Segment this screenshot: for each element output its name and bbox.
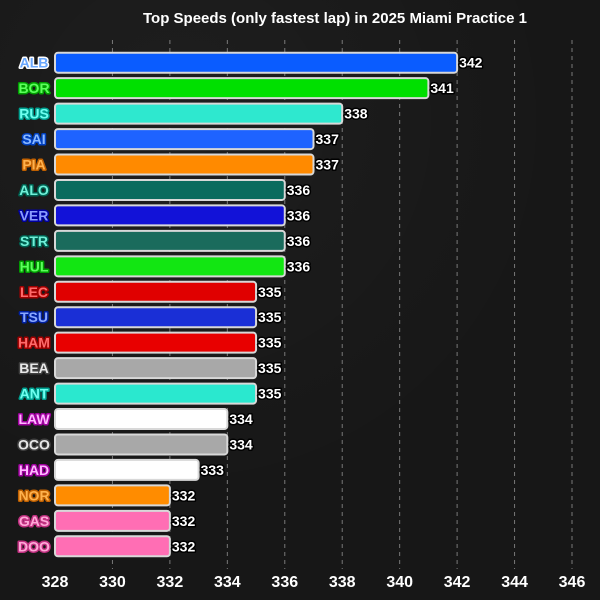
value-label: 332 <box>172 513 196 529</box>
category-label: VER <box>20 207 49 223</box>
value-label: 332 <box>172 487 196 503</box>
value-label: 335 <box>258 309 282 325</box>
category-label: HUL <box>20 258 49 274</box>
bar <box>54 382 258 405</box>
bar <box>54 509 171 532</box>
category-label: DOO <box>18 538 50 554</box>
value-label: 337 <box>316 131 340 147</box>
category-label: TSU <box>20 309 48 325</box>
value-label: 341 <box>430 80 454 96</box>
bar <box>54 280 258 303</box>
bar <box>54 306 258 329</box>
category-label: ALB <box>20 55 49 71</box>
category-label: HAM <box>18 335 50 351</box>
bar <box>54 102 344 125</box>
bars: ALB 342 BOR 341 RUS 338 SAI 337 PIA 337 ALO 336 VER 3… <box>17 51 484 558</box>
x-axis-ticks: 328 330 332 334 336 338 340 342 344 346 <box>42 574 586 591</box>
x-tick-label: 340 <box>386 574 413 591</box>
bar <box>54 484 171 507</box>
category-label: LEC <box>20 284 48 300</box>
category-label: STR <box>20 233 48 249</box>
x-tick-label: 332 <box>157 574 184 591</box>
value-label: 336 <box>287 182 311 198</box>
category-label: ANT <box>20 386 49 402</box>
chart-title: Top Speeds (only fastest lap) in 2025 Mi… <box>143 10 527 27</box>
category-label: LAW <box>18 411 50 427</box>
value-label: 335 <box>258 386 282 402</box>
value-label: 337 <box>316 157 340 173</box>
x-tick-label: 334 <box>214 574 241 591</box>
category-label: RUS <box>19 106 49 122</box>
value-label: 336 <box>287 207 311 223</box>
x-tick-label: 342 <box>444 574 471 591</box>
category-label: HAD <box>19 462 49 478</box>
bar <box>54 433 229 456</box>
bar <box>54 77 430 100</box>
bar <box>54 458 200 481</box>
category-label: OCO <box>18 436 50 452</box>
x-tick-label: 330 <box>99 574 126 591</box>
value-label: 336 <box>287 233 311 249</box>
value-label: 334 <box>229 411 253 427</box>
category-label: GAS <box>19 513 49 529</box>
bar <box>54 408 229 431</box>
value-label: 342 <box>459 55 483 71</box>
bar <box>54 178 286 201</box>
x-tick-label: 328 <box>42 574 69 591</box>
category-label: BEA <box>19 360 49 376</box>
value-label: 338 <box>344 106 368 122</box>
x-tick-label: 346 <box>559 574 586 591</box>
value-label: 335 <box>258 284 282 300</box>
category-label: NOR <box>18 487 49 503</box>
bar <box>54 204 286 227</box>
value-label: 335 <box>258 360 282 376</box>
category-label: BOR <box>18 80 49 96</box>
value-label: 335 <box>258 335 282 351</box>
value-label: 332 <box>172 538 196 554</box>
x-tick-label: 336 <box>271 574 298 591</box>
value-label: 336 <box>287 258 311 274</box>
bar <box>54 128 315 151</box>
bar <box>54 535 171 558</box>
bar <box>54 51 459 74</box>
bar <box>54 255 286 278</box>
bar <box>54 229 286 252</box>
x-tick-label: 338 <box>329 574 356 591</box>
category-label: ALO <box>19 182 49 198</box>
x-tick-label: 344 <box>501 574 528 591</box>
value-label: 334 <box>229 436 253 452</box>
value-label: 333 <box>201 462 225 478</box>
bar <box>54 357 258 380</box>
category-label: SAI <box>22 131 45 147</box>
bar <box>54 331 258 354</box>
category-label: PIA <box>22 157 45 173</box>
bar <box>54 153 315 176</box>
